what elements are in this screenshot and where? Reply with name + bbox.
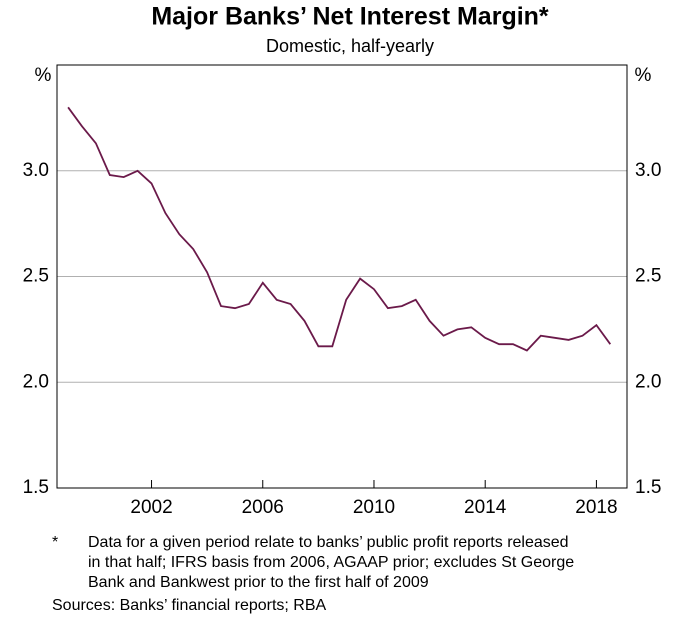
- y-unit-left: %: [35, 65, 52, 86]
- y-tick-label: 2.0: [23, 371, 49, 392]
- x-tick-label: 2006: [242, 497, 284, 518]
- plot-frame: [56, 64, 628, 489]
- chart-title: Major Banks’ Net Interest Margin*: [151, 3, 549, 31]
- footnote-line: Bank and Bankwest prior to the first hal…: [88, 574, 429, 591]
- y-tick-label-right: 2.5: [635, 266, 661, 287]
- y-tick-label: 3.0: [23, 160, 49, 181]
- footnote-line: Data for a given period relate to banks’…: [88, 534, 569, 551]
- x-tick-label: 2018: [575, 497, 617, 518]
- footnote-marker: *: [52, 534, 58, 551]
- y-tick-label: 1.5: [23, 477, 49, 498]
- x-tick-label: 2002: [130, 497, 172, 518]
- y-tick-label-right: 1.5: [635, 477, 661, 498]
- data-line: [67, 106, 612, 352]
- x-tick-label: 2014: [464, 497, 507, 518]
- source: Sources: Banks’ financial reports; RBA: [52, 597, 327, 614]
- y-tick-label: 2.5: [23, 266, 49, 287]
- y-unit-right: %: [635, 65, 652, 86]
- y-tick-label-right: 2.0: [635, 371, 661, 392]
- footnote-line: in that half; IFRS basis from 2006, AGAA…: [88, 554, 574, 571]
- y-tick-label-right: 3.0: [635, 160, 661, 181]
- x-tick-label: 2010: [353, 497, 395, 518]
- chart-subtitle: Domestic, half-yearly: [266, 36, 434, 56]
